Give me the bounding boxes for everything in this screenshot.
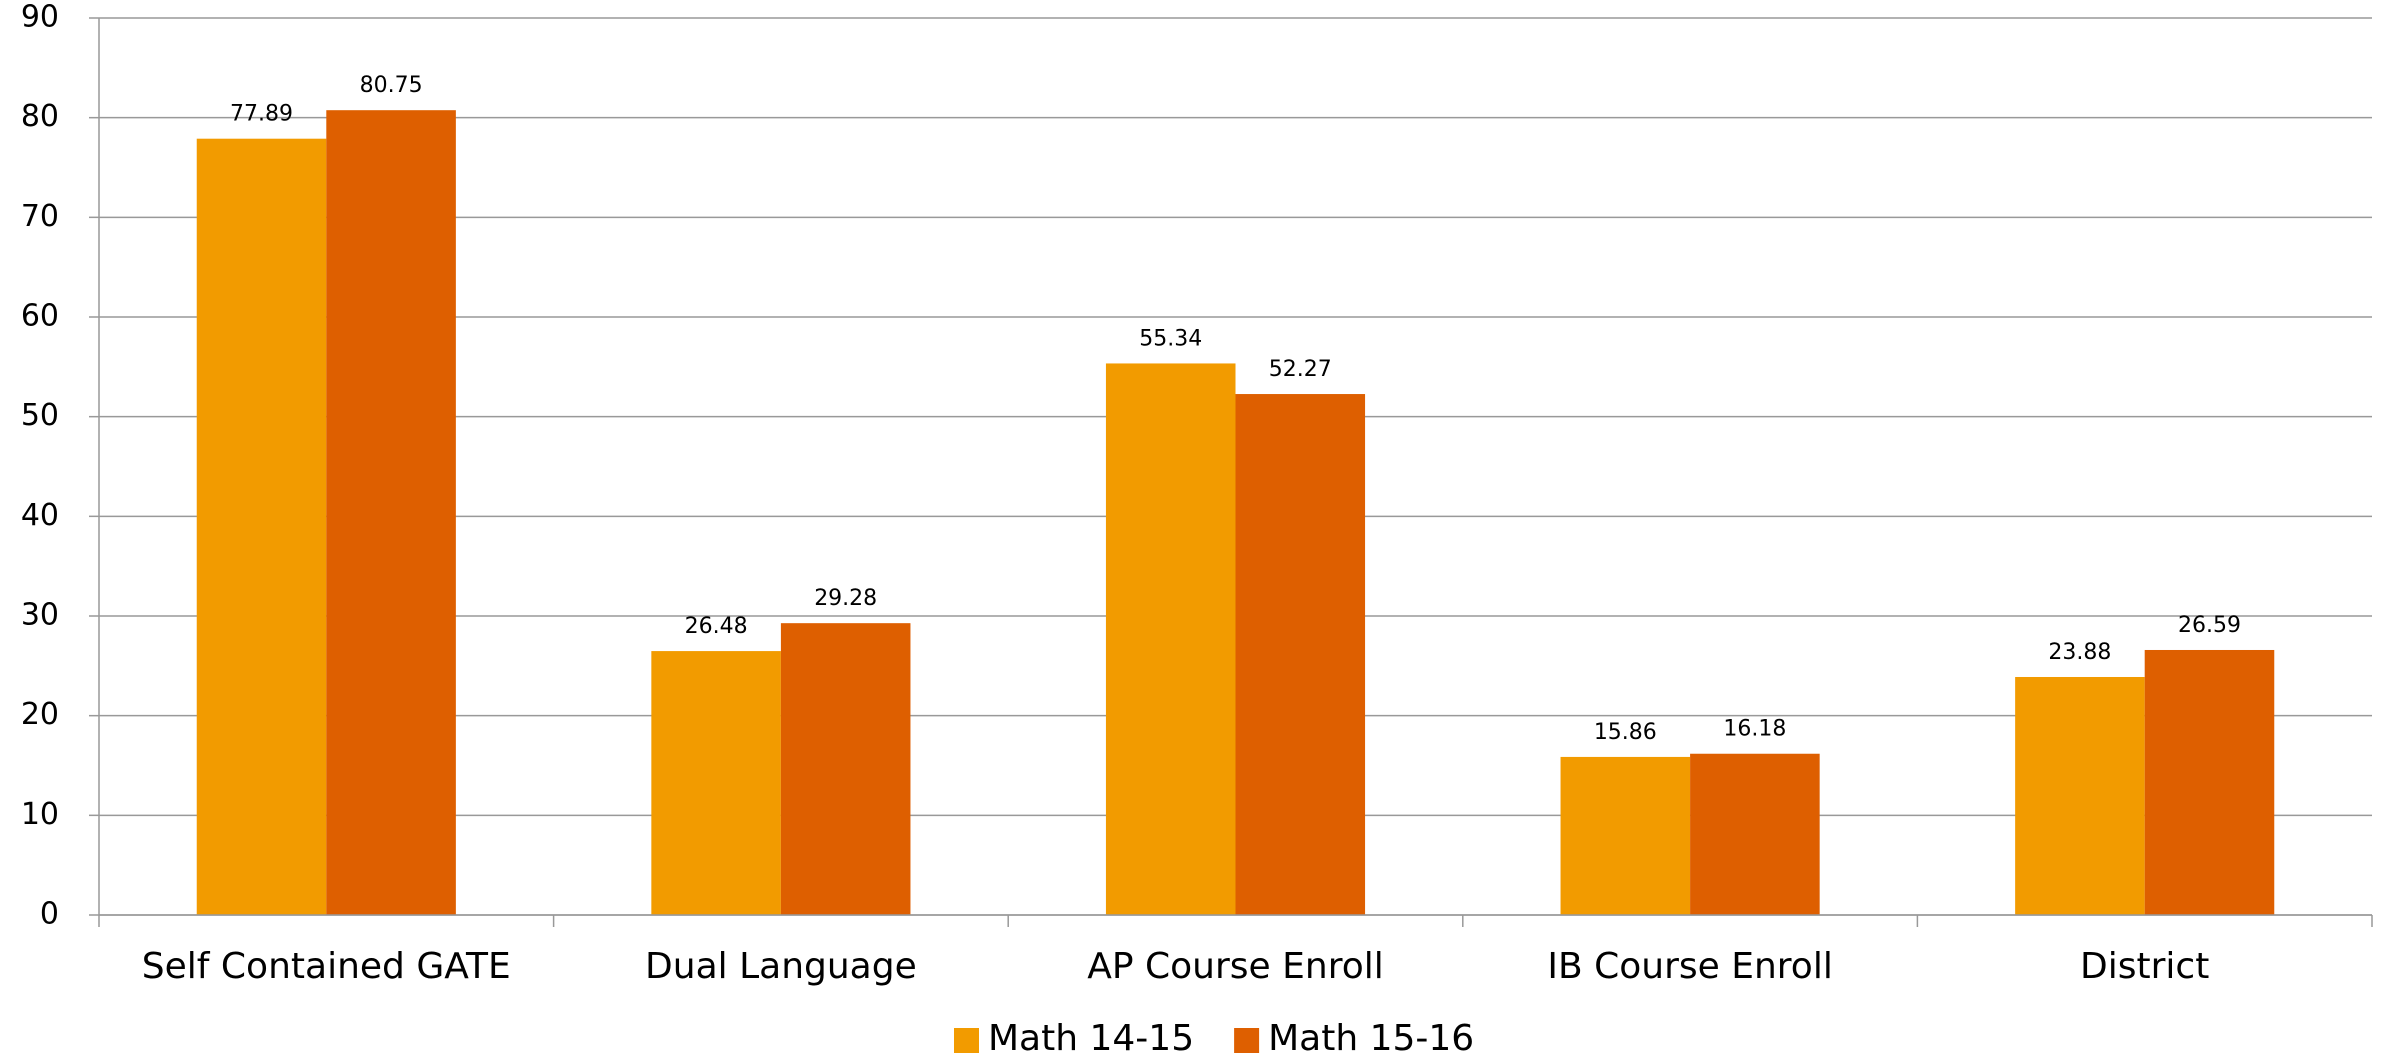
data-label: 52.27 <box>1269 357 1332 382</box>
bar <box>2144 649 2275 915</box>
data-label: 77.89 <box>230 102 293 127</box>
x-tick-label: AP Course Enroll <box>1087 946 1384 987</box>
legend-swatch <box>1234 1028 1260 1053</box>
data-label: 16.18 <box>1723 717 1786 742</box>
data-label: 80.75 <box>360 73 423 98</box>
y-tick-label: 0 <box>40 897 59 932</box>
y-tick-label: 90 <box>21 0 59 35</box>
bar <box>780 623 911 915</box>
bar <box>1105 363 1236 915</box>
data-label: 26.48 <box>685 614 748 639</box>
x-tick-label: IB Course Enroll <box>1547 946 1833 987</box>
y-tick-label: 70 <box>21 199 59 234</box>
y-tick-label: 50 <box>21 398 59 433</box>
y-tick-label: 20 <box>21 697 59 732</box>
y-tick-label: 40 <box>21 498 59 533</box>
x-tick-label: Self Contained GATE <box>142 946 511 987</box>
bar <box>326 110 456 916</box>
y-tick-label: 80 <box>21 99 59 134</box>
y-tick-label: 10 <box>21 797 59 832</box>
data-label: 29.28 <box>814 586 877 611</box>
legend-label: Math 15-16 <box>1268 1018 1474 1059</box>
y-tick-label: 30 <box>21 598 59 633</box>
bar <box>651 651 781 915</box>
bar <box>1560 756 1691 915</box>
data-label: 26.59 <box>2178 613 2241 638</box>
x-tick-label: Dual Language <box>645 946 917 987</box>
legend-label: Math 14-15 <box>988 1018 1194 1059</box>
data-label: 23.88 <box>2048 640 2111 665</box>
x-tick-label: District <box>2080 946 2209 987</box>
y-tick-label: 60 <box>21 299 59 334</box>
data-label: 55.34 <box>1139 326 1202 351</box>
legend-swatch <box>954 1028 979 1053</box>
bar <box>196 138 327 915</box>
bar <box>1690 753 1820 915</box>
data-label: 15.86 <box>1594 720 1657 745</box>
bar <box>2015 676 2145 915</box>
bar <box>1235 394 1366 915</box>
